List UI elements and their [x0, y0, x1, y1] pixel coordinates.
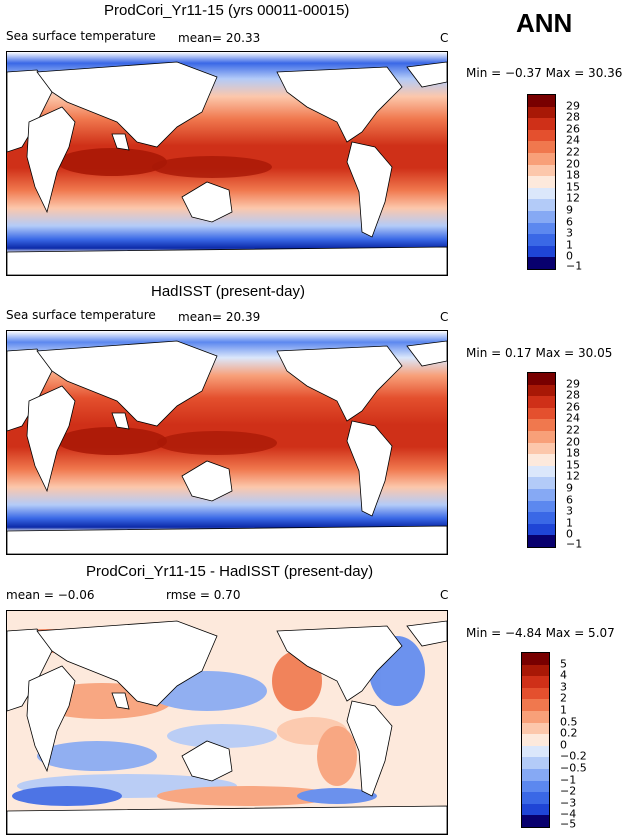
panel1-tick: 29 — [566, 99, 580, 113]
panel2-tick: 28 — [566, 388, 580, 402]
panel1-title: ProdCori_Yr11-15 (yrs 00011-00015) — [104, 2, 350, 19]
panel2-tick: 24 — [566, 411, 580, 425]
panel3-minmax: Min = −4.84 Max = 5.07 — [466, 626, 615, 640]
panel1-tick: 20 — [566, 157, 580, 171]
panel1-units: C — [440, 31, 449, 45]
panel3-tick: 0.5 — [560, 715, 578, 729]
panel1-tick: 15 — [566, 180, 580, 194]
panel1-tick: 12 — [566, 191, 580, 205]
panel2-map — [6, 330, 448, 555]
panel1-variable: Sea surface temperature — [6, 29, 156, 43]
panel1-tick: 18 — [566, 168, 580, 182]
panel3-colorbar-ticks: 5 4 3 2 1 0.5 0.2 0 −0.2 −0.5 −1 −2 −3 −… — [560, 652, 604, 830]
panel1-colorbar-ticks: 29 28 26 24 22 20 18 15 12 9 6 3 1 0 −1 — [566, 94, 606, 272]
panel2-tick: 1 — [566, 516, 573, 530]
panel2-tick: 3 — [566, 504, 573, 518]
panel3-rmse: rmse = 0.70 — [166, 588, 241, 602]
panel2-tick: 9 — [566, 481, 573, 495]
panel3-tick: 5 — [560, 657, 567, 671]
panel3-tick: −0.2 — [560, 749, 587, 763]
panel1-tick: 22 — [566, 145, 580, 159]
panel3-tick: 4 — [560, 668, 567, 682]
panel3-title: ProdCori_Yr11-15 - HadISST (present-day) — [86, 563, 374, 580]
panel2-colorbar-ticks: 29 28 26 24 22 20 18 15 12 9 6 3 1 0 −1 — [566, 372, 606, 550]
panel1-colorbar — [527, 94, 556, 270]
panel2-tick: 12 — [566, 469, 580, 483]
panel3-tick: −0.5 — [560, 761, 587, 775]
panel3-tick: −3 — [560, 796, 577, 810]
panel1-tick: 1 — [566, 238, 573, 252]
panel1-tick: −1 — [566, 259, 583, 273]
panel2-tick: 15 — [566, 458, 580, 472]
panel2-tick: 6 — [566, 493, 573, 507]
panel2-title: HadISST (present-day) — [151, 283, 305, 300]
panel3-tick: 1 — [560, 703, 567, 717]
panel2-tick: 20 — [566, 435, 580, 449]
panel1-map-graphic — [7, 52, 447, 275]
panel2-tick: 0 — [566, 527, 573, 541]
panel3-tick: 2 — [560, 691, 567, 705]
panel3-tick: −1 — [560, 773, 577, 787]
panel1-tick: 9 — [566, 203, 573, 217]
panel3-tick: −5 — [560, 817, 577, 831]
panel1-tick: 24 — [566, 133, 580, 147]
panel3-mean: mean = −0.06 — [6, 588, 95, 602]
panel2-tick: 26 — [566, 400, 580, 414]
panel1-tick: 28 — [566, 110, 580, 124]
panel3-tick: 0 — [560, 738, 567, 752]
panel3-tick: −2 — [560, 784, 577, 798]
panel3-units: C — [440, 588, 449, 602]
panel1-map — [6, 51, 448, 276]
panel3-tick: 3 — [560, 680, 567, 694]
panel3-colorbar — [521, 652, 550, 828]
panel1-tick: 0 — [566, 249, 573, 263]
panel3-map — [6, 610, 448, 835]
panel2-units: C — [440, 310, 449, 324]
panel2-colorbar — [527, 372, 556, 548]
season-label: ANN — [516, 8, 573, 38]
panel2-tick: 29 — [566, 377, 580, 391]
panel2-minmax: Min = 0.17 Max = 30.05 — [466, 346, 613, 360]
panel2-map-graphic — [7, 331, 447, 554]
panel1-tick: 26 — [566, 122, 580, 136]
panel1-mean: mean= 20.33 — [178, 31, 261, 45]
panel2-tick: 22 — [566, 423, 580, 437]
panel2-mean: mean= 20.39 — [178, 310, 261, 324]
panel1-tick: 6 — [566, 215, 573, 229]
panel3-tick: 0.2 — [560, 726, 578, 740]
panel2-tick: −1 — [566, 537, 583, 551]
panel2-tick: 18 — [566, 446, 580, 460]
panel1-minmax: Min = −0.37 Max = 30.36 — [466, 66, 623, 80]
panel3-map-graphic — [7, 611, 447, 834]
panel3-tick: −4 — [560, 807, 577, 821]
panel1-tick: 3 — [566, 226, 573, 240]
panel2-variable: Sea surface temperature — [6, 308, 156, 322]
